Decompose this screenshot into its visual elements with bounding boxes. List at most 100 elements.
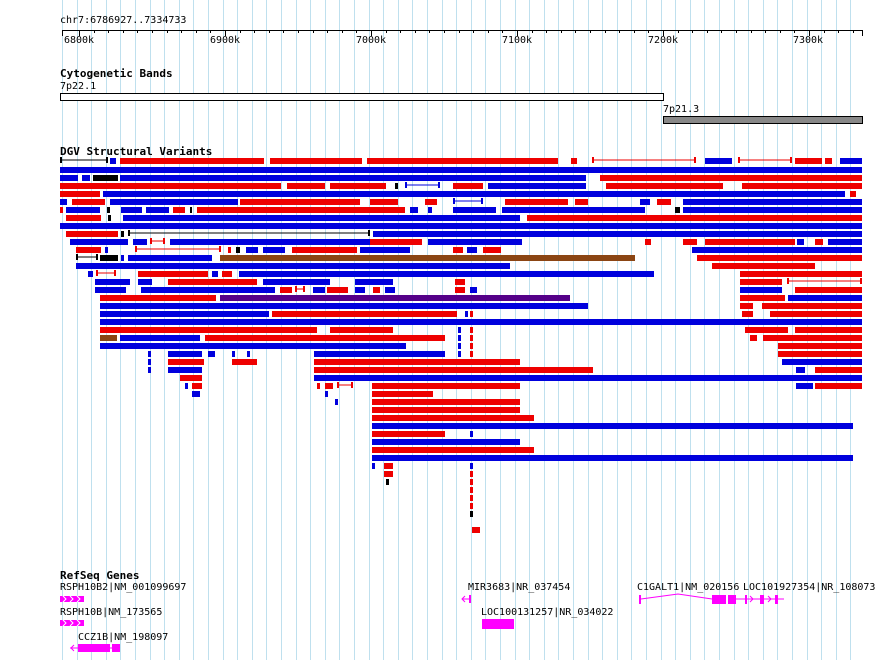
gene-label-rsph10b[interactable]: RSPH10B|NM_173565 — [60, 607, 163, 618]
sv-feature[interactable] — [66, 215, 101, 221]
sv-feature-gapped[interactable] — [128, 230, 370, 236]
sv-feature[interactable] — [236, 247, 240, 253]
sv-feature[interactable] — [458, 335, 461, 341]
sv-feature[interactable] — [796, 367, 805, 373]
sv-feature[interactable] — [372, 447, 534, 453]
sv-feature-gapped[interactable] — [295, 286, 305, 292]
gene-label-mir3683[interactable]: MIR3683|NR_037454 — [468, 582, 571, 593]
sv-feature[interactable] — [367, 158, 558, 164]
sv-feature[interactable] — [740, 287, 782, 293]
sv-feature[interactable] — [675, 207, 680, 213]
sv-feature[interactable] — [313, 287, 325, 293]
sv-feature[interactable] — [458, 327, 461, 333]
sv-feature[interactable] — [740, 295, 785, 301]
sv-feature[interactable] — [66, 231, 118, 237]
sv-feature[interactable] — [815, 367, 862, 373]
sv-feature[interactable] — [488, 183, 586, 189]
sv-feature[interactable] — [60, 167, 862, 173]
sv-feature[interactable] — [372, 399, 520, 405]
sv-feature[interactable] — [384, 463, 393, 469]
sv-feature[interactable] — [796, 383, 813, 389]
sv-feature[interactable] — [208, 351, 215, 357]
sv-feature[interactable] — [372, 423, 853, 429]
sv-feature[interactable] — [240, 199, 360, 205]
sv-feature[interactable] — [453, 207, 496, 213]
gene-label-ccz1b[interactable]: CCZ1B|NM_198097 — [78, 632, 169, 643]
sv-feature[interactable] — [128, 255, 212, 261]
sv-feature[interactable] — [502, 207, 645, 213]
sv-feature[interactable] — [100, 255, 118, 261]
sv-feature[interactable] — [270, 158, 362, 164]
sv-feature[interactable] — [70, 239, 128, 245]
sv-feature[interactable] — [483, 247, 501, 253]
sv-feature[interactable] — [263, 247, 285, 253]
sv-feature[interactable] — [247, 351, 250, 357]
sv-feature[interactable] — [170, 239, 370, 245]
sv-feature[interactable] — [232, 359, 257, 365]
sv-feature[interactable] — [705, 158, 732, 164]
sv-feature[interactable] — [168, 359, 204, 365]
gene-label-rsph10b2[interactable]: RSPH10B2|NM_001099697 — [60, 582, 187, 593]
sv-feature[interactable] — [95, 287, 126, 293]
sv-feature[interactable] — [72, 199, 105, 205]
band-7p21-3[interactable] — [663, 116, 863, 124]
sv-feature[interactable] — [745, 327, 788, 333]
sv-feature-gapped[interactable] — [738, 157, 792, 163]
sv-feature[interactable] — [740, 271, 862, 277]
sv-feature[interactable] — [600, 175, 862, 181]
sv-feature[interactable] — [88, 271, 93, 277]
sv-feature[interactable] — [60, 191, 100, 197]
sv-feature[interactable] — [425, 199, 437, 205]
gene-label-loc100131257[interactable]: LOC100131257|NR_034022 — [481, 607, 614, 618]
sv-feature[interactable] — [763, 335, 862, 341]
sv-feature[interactable] — [384, 471, 393, 477]
sv-feature[interactable] — [815, 239, 823, 245]
gene-glyph-mir3683[interactable] — [461, 595, 471, 603]
sv-feature[interactable] — [527, 215, 862, 221]
sv-feature[interactable] — [840, 158, 862, 164]
sv-feature[interactable] — [355, 287, 365, 293]
sv-feature[interactable] — [788, 295, 862, 301]
sv-feature[interactable] — [355, 279, 393, 285]
sv-feature[interactable] — [505, 199, 568, 205]
sv-feature[interactable] — [712, 263, 815, 269]
gene-label-c1galt1[interactable]: C1GALT1|NM_020156 — [637, 582, 740, 593]
sv-feature[interactable] — [697, 255, 862, 261]
sv-feature[interactable] — [850, 191, 856, 197]
sv-feature[interactable] — [465, 311, 468, 317]
sv-feature[interactable] — [93, 175, 118, 181]
sv-feature[interactable] — [458, 343, 461, 349]
sv-feature[interactable] — [470, 431, 473, 437]
sv-feature[interactable] — [325, 383, 333, 389]
sv-feature[interactable] — [370, 239, 422, 245]
sv-feature[interactable] — [173, 207, 185, 213]
sv-feature[interactable] — [121, 255, 124, 261]
sv-feature[interactable] — [470, 495, 473, 501]
dgv-track-title[interactable]: DGV Structural Variants — [60, 145, 213, 158]
sv-feature[interactable] — [825, 158, 832, 164]
sv-feature[interactable] — [360, 247, 370, 253]
sv-feature[interactable] — [327, 287, 348, 293]
sv-feature[interactable] — [370, 199, 398, 205]
sv-feature[interactable] — [386, 479, 389, 485]
sv-feature[interactable] — [192, 383, 202, 389]
sv-feature[interactable] — [372, 391, 433, 397]
sv-feature[interactable] — [317, 383, 320, 389]
gene-glyph-rsph10b[interactable] — [60, 619, 84, 627]
sv-feature[interactable] — [103, 191, 845, 197]
sv-feature[interactable] — [385, 287, 395, 293]
sv-feature[interactable] — [272, 311, 457, 317]
sv-feature[interactable] — [120, 158, 264, 164]
sv-feature[interactable] — [372, 455, 853, 461]
sv-feature[interactable] — [141, 287, 275, 293]
sv-feature[interactable] — [138, 279, 152, 285]
sv-feature[interactable] — [100, 335, 117, 341]
sv-feature[interactable] — [60, 199, 67, 205]
sv-feature-gapped[interactable] — [453, 198, 483, 204]
sv-feature[interactable] — [575, 199, 588, 205]
sv-feature[interactable] — [82, 175, 90, 181]
sv-feature[interactable] — [470, 311, 473, 317]
sv-feature[interactable] — [470, 479, 473, 485]
sv-feature[interactable] — [455, 279, 465, 285]
